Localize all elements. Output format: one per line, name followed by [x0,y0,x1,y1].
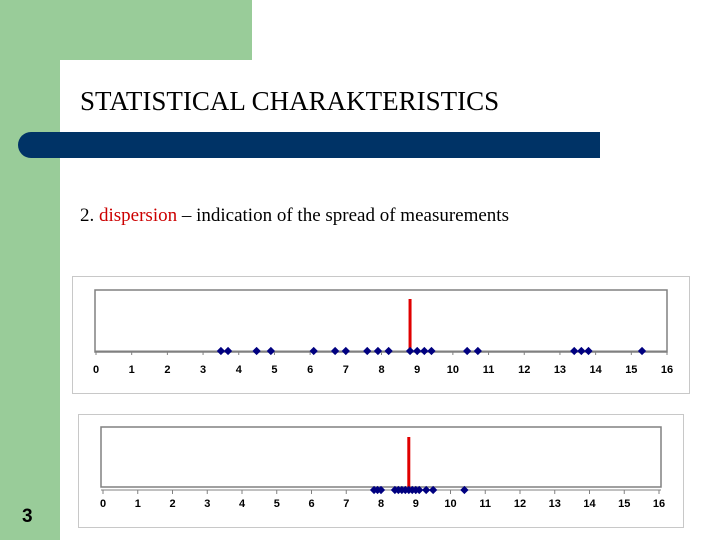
x-tick-label: 7 [343,498,349,510]
x-tick-label: 13 [549,498,561,510]
dot-plot-wide-spread: 0 1 2 3 4 5 6 7 8 9 10 11 12 13 14 15 16 [72,276,690,394]
data-point [637,346,647,356]
subtitle-term: dispersion [99,205,178,226]
plot-area [100,426,662,488]
x-tick-label: 9 [414,364,420,376]
x-tick-label: 3 [200,364,206,376]
subtitle-definition: – indication of the spread of measuremen… [177,205,509,226]
x-tick-label: 8 [378,364,384,376]
dot-plot-narrow-spread: 0 1 2 3 4 5 6 7 8 9 10 11 12 13 14 15 16 [78,414,684,528]
x-tick-label: 15 [618,498,630,510]
page-number: 3 [22,506,33,527]
x-tick-label: 16 [653,498,665,510]
data-point [473,346,483,356]
x-tick-label: 15 [625,364,637,376]
dot-plot-wide-spread-svg: 0 1 2 3 4 5 6 7 8 9 10 11 12 13 14 15 16 [93,289,673,376]
x-tick-label: 4 [236,364,243,376]
x-tick-label: 1 [135,498,141,510]
dot-plot-narrow-spread-svg: 0 1 2 3 4 5 6 7 8 9 10 11 12 13 14 15 16 [100,426,665,510]
x-tick-label: 16 [661,364,673,376]
data-point [413,346,422,356]
data-point [330,346,340,356]
data-point [216,346,226,356]
x-tick-label: 13 [554,364,566,376]
data-point [584,346,593,356]
data-point [427,346,436,356]
x-tick-label: 12 [514,498,526,510]
x-tick-label: 11 [483,364,495,376]
x-tick-label: 6 [308,498,314,510]
x-tick-label: 8 [378,498,384,510]
slide-title: STATISTICAL CHARAKTERISTICS [80,86,500,116]
x-tick-label: 2 [169,498,175,510]
data-point [428,485,438,495]
data-point [422,485,431,495]
x-tick-label: 0 [93,364,99,376]
x-tick-label: 4 [239,498,246,510]
data-point [577,346,586,356]
data-point [376,485,386,495]
x-tick-label: 7 [343,364,349,376]
background-green-left [0,0,60,540]
data-point [373,346,383,356]
x-tick-label: 10 [447,364,459,376]
data-point [420,346,429,356]
data-point [462,346,472,356]
x-tick-label: 14 [583,498,596,510]
data-point [405,346,415,356]
title-underline-bar [18,132,600,158]
data-point [460,485,469,495]
x-tick-label: 3 [204,498,210,510]
slide-subtitle: 2. dispersion – indication of the spread… [80,205,509,227]
x-tick-label: 6 [307,364,313,376]
data-point [266,346,276,356]
x-tick-label: 9 [413,498,419,510]
x-tick-label: 5 [274,498,280,510]
data-point [223,346,233,356]
x-tick-label: 12 [518,364,530,376]
x-tick-label: 11 [479,498,491,510]
x-tick-label: 2 [164,364,170,376]
x-tick-label: 10 [444,498,456,510]
data-point [384,346,393,356]
data-point [415,485,424,495]
plot-area [94,289,668,353]
x-tick-label: 14 [590,364,603,376]
x-tick-label: 1 [129,364,135,376]
data-point [341,346,350,356]
data-point [363,346,372,356]
data-point [570,346,579,356]
x-tick-label: 5 [271,364,277,376]
data-point [252,346,261,356]
data-point [309,346,318,356]
x-tick-label: 0 [100,498,106,510]
subtitle-number: 2. [80,205,99,226]
